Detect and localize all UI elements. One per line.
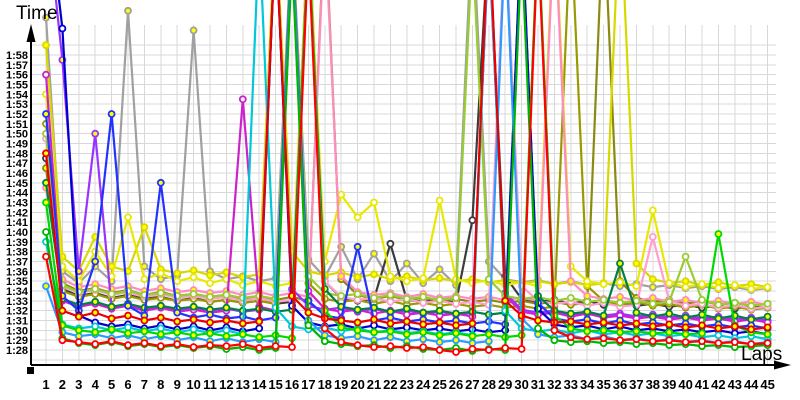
svg-text:30: 30 [514, 377, 528, 392]
svg-text:35: 35 [596, 377, 610, 392]
svg-text:12: 12 [219, 377, 233, 392]
svg-text:23: 23 [400, 377, 414, 392]
svg-text:1:58: 1:58 [6, 50, 28, 62]
svg-text:19: 19 [334, 377, 348, 392]
svg-text:16: 16 [285, 377, 299, 392]
svg-text:1:45: 1:45 [6, 178, 28, 190]
svg-text:1:49: 1:49 [6, 139, 28, 151]
svg-text:33: 33 [564, 377, 578, 392]
x-axis-title: Laps [741, 344, 783, 365]
svg-text:1:37: 1:37 [6, 257, 28, 269]
svg-text:37: 37 [629, 377, 643, 392]
svg-text:44: 44 [744, 377, 759, 392]
svg-text:6: 6 [124, 377, 131, 392]
svg-text:1:56: 1:56 [6, 70, 28, 82]
svg-text:10: 10 [186, 377, 200, 392]
svg-text:1:50: 1:50 [6, 129, 28, 141]
svg-text:20: 20 [350, 377, 364, 392]
svg-text:43: 43 [728, 377, 742, 392]
svg-text:21: 21 [367, 377, 381, 392]
svg-text:1:52: 1:52 [6, 109, 28, 121]
svg-text:40: 40 [678, 377, 692, 392]
svg-text:14: 14 [252, 377, 267, 392]
svg-text:1:51: 1:51 [6, 119, 28, 131]
svg-text:5: 5 [108, 377, 115, 392]
svg-text:38: 38 [646, 377, 660, 392]
svg-text:32: 32 [547, 377, 561, 392]
svg-text:1:35: 1:35 [6, 276, 28, 288]
svg-text:8: 8 [157, 377, 164, 392]
svg-text:26: 26 [449, 377, 463, 392]
svg-text:27: 27 [465, 377, 479, 392]
svg-text:1:29: 1:29 [6, 335, 28, 347]
svg-text:36: 36 [613, 377, 627, 392]
series-red-b [42, 0, 772, 334]
svg-text:1:47: 1:47 [6, 158, 28, 170]
svg-text:1:57: 1:57 [6, 60, 28, 72]
svg-text:1:55: 1:55 [6, 80, 28, 92]
svg-text:1:53: 1:53 [6, 99, 28, 111]
svg-text:9: 9 [174, 377, 181, 392]
svg-text:41: 41 [695, 377, 709, 392]
svg-text:1:41: 1:41 [6, 217, 28, 229]
svg-text:25: 25 [432, 377, 446, 392]
svg-text:29: 29 [498, 377, 512, 392]
svg-text:1:48: 1:48 [6, 148, 28, 160]
svg-text:18: 18 [318, 377, 332, 392]
svg-text:22: 22 [383, 377, 397, 392]
svg-text:3: 3 [75, 377, 82, 392]
svg-text:13: 13 [236, 377, 250, 392]
svg-text:42: 42 [711, 377, 725, 392]
series-red-a [42, 0, 772, 356]
svg-text:34: 34 [580, 377, 595, 392]
svg-text:1:33: 1:33 [6, 296, 28, 308]
svg-text:39: 39 [662, 377, 676, 392]
svg-text:1:42: 1:42 [6, 207, 28, 219]
svg-text:7: 7 [141, 377, 148, 392]
svg-text:45: 45 [760, 377, 774, 392]
svg-text:15: 15 [268, 377, 282, 392]
svg-text:2: 2 [59, 377, 66, 392]
svg-text:1:34: 1:34 [6, 286, 29, 298]
svg-text:31: 31 [531, 377, 545, 392]
svg-text:1:31: 1:31 [6, 316, 28, 328]
svg-text:1: 1 [42, 377, 49, 392]
svg-text:1:44: 1:44 [6, 188, 29, 200]
svg-text:1:43: 1:43 [6, 198, 28, 210]
svg-text:1:36: 1:36 [6, 266, 28, 278]
svg-text:1:46: 1:46 [6, 168, 28, 180]
svg-text:1:40: 1:40 [6, 227, 28, 239]
y-axis-title: Time [16, 3, 58, 24]
svg-text:1:39: 1:39 [6, 237, 28, 249]
svg-text:28: 28 [482, 377, 496, 392]
svg-text:11: 11 [203, 377, 217, 392]
svg-text:1:54: 1:54 [6, 89, 29, 101]
svg-text:4: 4 [92, 377, 100, 392]
svg-text:1:32: 1:32 [6, 306, 28, 318]
svg-text:1:38: 1:38 [6, 247, 28, 259]
svg-text:1:30: 1:30 [6, 325, 28, 337]
series-light-green [42, 0, 772, 310]
svg-text:1:28: 1:28 [6, 345, 28, 357]
svg-text:24: 24 [416, 377, 431, 392]
svg-text:17: 17 [301, 377, 315, 392]
